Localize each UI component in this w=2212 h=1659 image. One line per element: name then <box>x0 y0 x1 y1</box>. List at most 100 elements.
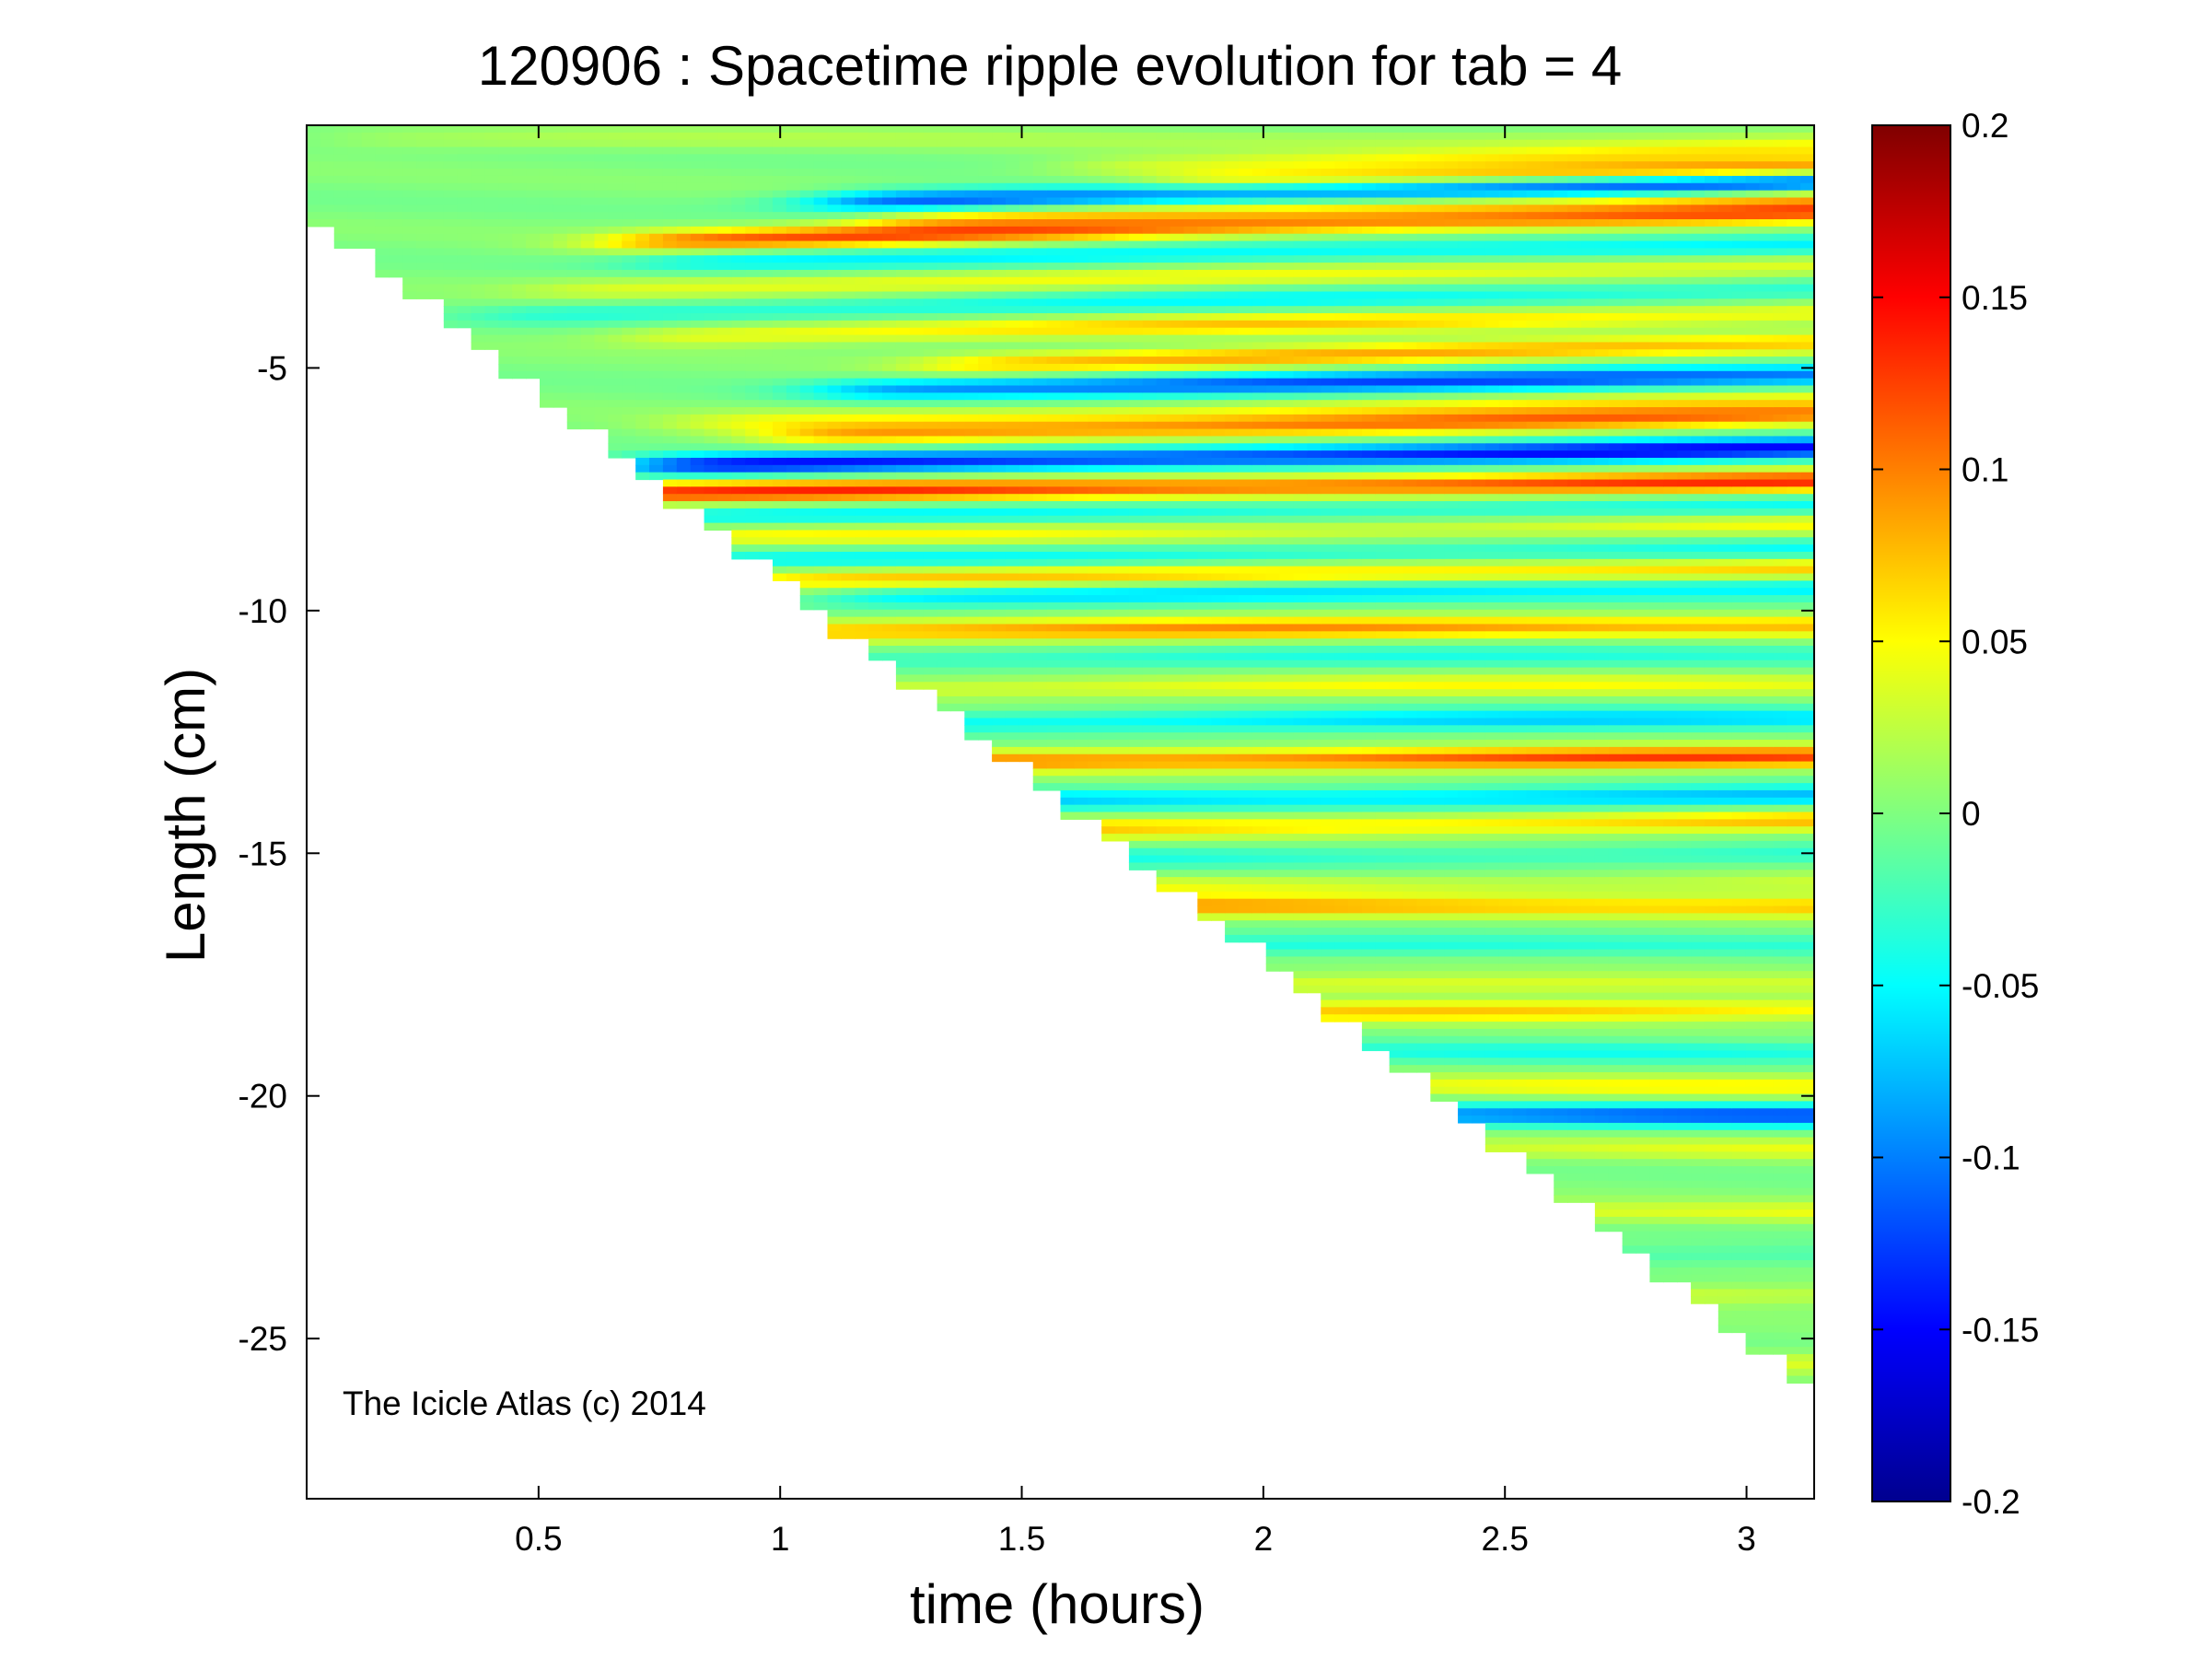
heatmap-cell <box>594 313 609 321</box>
heatmap-cell <box>594 125 609 134</box>
heatmap-cell <box>580 327 596 336</box>
heatmap-cell <box>964 464 979 473</box>
heatmap-cell <box>1060 334 1075 344</box>
heatmap-cell <box>895 522 911 532</box>
heatmap-cell <box>1101 414 1116 423</box>
heatmap-cell <box>1183 616 1198 625</box>
heatmap-cell <box>978 595 993 603</box>
heatmap-cell <box>512 320 527 329</box>
heatmap-cell <box>759 522 774 532</box>
heatmap-cell <box>772 320 787 329</box>
heatmap-cell <box>772 313 787 321</box>
heatmap-cell <box>855 276 869 286</box>
heatmap-cell <box>813 407 829 415</box>
heatmap-cell <box>704 494 719 502</box>
heatmap-cell <box>978 204 993 213</box>
heatmap-cell <box>1019 313 1034 321</box>
heatmap-cell <box>1307 269 1321 278</box>
heatmap-cell <box>745 457 760 466</box>
heatmap-cell <box>1307 501 1321 509</box>
heatmap-cell <box>1183 508 1198 517</box>
heatmap-cell <box>909 537 925 545</box>
heatmap-cell <box>1265 710 1281 719</box>
heatmap-cell <box>759 269 774 278</box>
heatmap-cell <box>1238 674 1253 683</box>
heatmap-cell <box>1252 306 1267 314</box>
heatmap-cell <box>1170 457 1185 466</box>
heatmap-cell <box>1225 746 1240 755</box>
heatmap-cell <box>1225 132 1240 141</box>
heatmap-cell <box>1238 551 1253 560</box>
heatmap-cell <box>1128 682 1144 690</box>
heatmap-cell <box>1005 652 1020 661</box>
heatmap-cell <box>1005 588 1020 596</box>
heatmap-cell <box>1197 486 1212 495</box>
heatmap-cell <box>1115 515 1130 524</box>
heatmap-cell <box>937 400 952 408</box>
heatmap-cell <box>950 269 965 278</box>
heatmap-cell <box>1265 740 1281 748</box>
heatmap-cell <box>1115 464 1130 473</box>
heatmap-cell <box>1197 573 1212 581</box>
heatmap-cell <box>978 175 993 184</box>
heatmap-cell <box>1156 732 1171 741</box>
heatmap-cell <box>553 392 568 401</box>
heatmap-cell <box>539 298 554 307</box>
heatmap-cell <box>841 436 856 444</box>
heatmap-cell <box>1060 226 1075 235</box>
heatmap-cell <box>498 240 513 250</box>
heatmap-cell <box>1183 862 1198 870</box>
heatmap-cell <box>347 190 363 199</box>
heatmap-cell <box>964 646 979 654</box>
heatmap-cell <box>786 226 801 235</box>
heatmap-cell <box>553 269 568 278</box>
heatmap-cell <box>1279 812 1295 820</box>
heatmap-cell <box>1279 494 1295 502</box>
heatmap-cell <box>827 240 842 250</box>
heatmap-cell <box>1156 754 1171 763</box>
heatmap-cell <box>1293 797 1308 806</box>
heatmap-cell <box>594 392 609 401</box>
heatmap-cell <box>704 501 719 509</box>
heatmap-cell <box>1115 660 1130 669</box>
heatmap-cell <box>882 631 897 639</box>
heatmap-cell <box>1046 392 1062 401</box>
heatmap-cell <box>1060 342 1075 350</box>
heatmap-cell <box>1170 855 1185 864</box>
heatmap-cell <box>1101 269 1116 278</box>
heatmap-cell <box>855 161 869 169</box>
heatmap-cell <box>512 248 527 256</box>
heatmap-cell <box>416 240 431 250</box>
heatmap-cell <box>429 284 445 293</box>
heatmap-cell <box>1046 602 1062 611</box>
heatmap-cell <box>635 342 650 350</box>
heatmap-cell <box>1265 898 1281 907</box>
heatmap-cell <box>1293 219 1308 228</box>
heatmap-cell <box>622 182 636 192</box>
heatmap-cell <box>1238 826 1253 835</box>
heatmap-cell <box>964 573 979 581</box>
heatmap-cell <box>471 161 486 169</box>
heatmap-cell <box>1211 595 1226 603</box>
heatmap-cell <box>608 356 623 365</box>
heatmap-cell <box>827 356 842 365</box>
heatmap-cell <box>1032 313 1048 321</box>
heatmap-cell <box>1225 602 1240 611</box>
heatmap-cell <box>1142 248 1158 256</box>
heatmap-cell <box>1046 754 1062 763</box>
heatmap-cell <box>1115 740 1130 748</box>
heatmap-cell <box>1088 457 1102 466</box>
heatmap-cell <box>1115 588 1130 596</box>
heatmap-cell <box>1293 588 1308 596</box>
heatmap-cell <box>1279 913 1295 921</box>
heatmap-cell <box>484 226 499 235</box>
heatmap-cell <box>950 674 965 683</box>
heatmap-cell <box>937 609 952 618</box>
heatmap-cell <box>909 169 925 177</box>
heatmap-cell <box>704 342 719 350</box>
heatmap-cell <box>813 240 829 250</box>
heatmap-cell <box>950 501 965 509</box>
heatmap-cell <box>827 479 842 487</box>
heatmap-cell <box>1279 276 1295 286</box>
heatmap-cell <box>1019 551 1034 560</box>
